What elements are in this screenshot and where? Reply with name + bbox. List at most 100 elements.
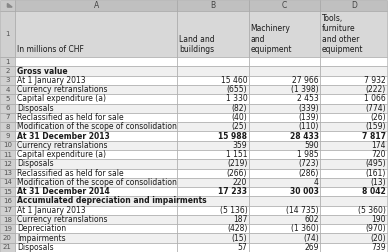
Text: 220: 220 [233, 178, 247, 187]
Text: (1 360): (1 360) [291, 224, 319, 233]
Text: Reclassified as held for sale: Reclassified as held for sale [17, 169, 124, 178]
Bar [249, 224, 320, 233]
Text: 27 966: 27 966 [292, 76, 319, 85]
Bar [15, 94, 178, 104]
Bar [178, 150, 249, 159]
Text: 269: 269 [304, 243, 319, 252]
Text: 720: 720 [371, 150, 386, 159]
Bar [178, 187, 249, 196]
Text: 10: 10 [3, 142, 12, 148]
Bar [15, 169, 178, 178]
Text: (428): (428) [227, 224, 247, 233]
Bar [178, 224, 249, 233]
Bar [320, 57, 387, 67]
Text: 4: 4 [5, 87, 10, 93]
Bar [178, 215, 249, 224]
Text: Modification of the scope of consolidation: Modification of the scope of consolidati… [17, 178, 177, 187]
Text: Gross value: Gross value [17, 67, 68, 76]
Text: At 1 January 2013: At 1 January 2013 [17, 76, 86, 85]
Bar [249, 11, 320, 57]
Bar [320, 76, 387, 85]
Text: 2: 2 [5, 68, 10, 74]
Text: 17: 17 [3, 207, 12, 213]
Text: Tools,
furniture
and other
equipment: Tools, furniture and other equipment [322, 14, 363, 54]
Text: 1: 1 [5, 31, 10, 37]
Text: (25): (25) [231, 122, 247, 131]
Text: 7: 7 [5, 114, 10, 120]
Text: (161): (161) [365, 169, 386, 178]
Text: (15): (15) [231, 234, 247, 243]
Text: 602: 602 [304, 215, 319, 224]
Text: At 31 December 2013: At 31 December 2013 [17, 132, 110, 141]
Text: (139): (139) [298, 113, 319, 122]
Bar [178, 67, 249, 76]
Text: Currency retranslations: Currency retranslations [17, 215, 108, 224]
Bar [178, 76, 249, 85]
Bar [15, 85, 178, 94]
Bar [249, 104, 320, 113]
Bar [0, 0, 15, 11]
Text: Currency retranslations: Currency retranslations [17, 141, 108, 150]
Text: Currency retranslations: Currency retranslations [17, 85, 108, 94]
Text: 15: 15 [3, 189, 12, 195]
Text: (222): (222) [366, 85, 386, 94]
Text: At 31 December 2014: At 31 December 2014 [17, 187, 110, 196]
Text: At 1 January 2013: At 1 January 2013 [17, 206, 86, 215]
Text: Depreciation: Depreciation [17, 224, 66, 233]
Bar [320, 206, 387, 215]
Text: (1 398): (1 398) [291, 85, 319, 94]
Bar [320, 67, 387, 76]
Bar [178, 94, 249, 104]
Bar [249, 159, 320, 169]
Bar [249, 94, 320, 104]
Text: 11: 11 [3, 152, 12, 158]
Bar [15, 224, 178, 233]
Bar [0, 178, 15, 187]
Bar [320, 11, 387, 57]
Bar [249, 178, 320, 187]
Text: 7 817: 7 817 [362, 132, 386, 141]
Bar [320, 0, 387, 11]
Text: 190: 190 [371, 215, 386, 224]
Text: 174: 174 [371, 141, 386, 150]
Bar [0, 233, 15, 243]
Text: (286): (286) [298, 169, 319, 178]
Text: 359: 359 [233, 141, 247, 150]
Bar [249, 141, 320, 150]
Text: Impairments: Impairments [17, 234, 66, 243]
Text: (339): (339) [298, 104, 319, 113]
Text: Accumulated depreciation and impairments: Accumulated depreciation and impairments [17, 197, 207, 205]
Bar [178, 11, 249, 57]
Text: (723): (723) [298, 159, 319, 168]
Text: 3: 3 [5, 77, 10, 83]
Bar [249, 187, 320, 196]
Bar [0, 85, 15, 94]
Bar [320, 215, 387, 224]
Text: A: A [93, 1, 99, 10]
Bar [15, 11, 178, 57]
Text: 18: 18 [3, 216, 12, 223]
Text: (82): (82) [232, 104, 247, 113]
Text: 13: 13 [3, 170, 12, 176]
Bar [249, 150, 320, 159]
Bar [249, 131, 320, 141]
Bar [0, 122, 15, 131]
Bar [249, 243, 320, 252]
Text: (495): (495) [365, 159, 386, 168]
Bar [249, 76, 320, 85]
Bar [15, 67, 178, 76]
Bar [320, 187, 387, 196]
Text: 28 433: 28 433 [290, 132, 319, 141]
Text: 15 460: 15 460 [221, 76, 247, 85]
Bar [249, 122, 320, 131]
Bar [15, 159, 178, 169]
Text: B: B [210, 1, 216, 10]
Bar [0, 169, 15, 178]
Text: 5: 5 [5, 96, 10, 102]
Bar [0, 215, 15, 224]
Text: Disposals: Disposals [17, 104, 54, 113]
Bar [15, 57, 178, 67]
Text: 16: 16 [3, 198, 12, 204]
Bar [178, 104, 249, 113]
Bar [0, 196, 15, 206]
